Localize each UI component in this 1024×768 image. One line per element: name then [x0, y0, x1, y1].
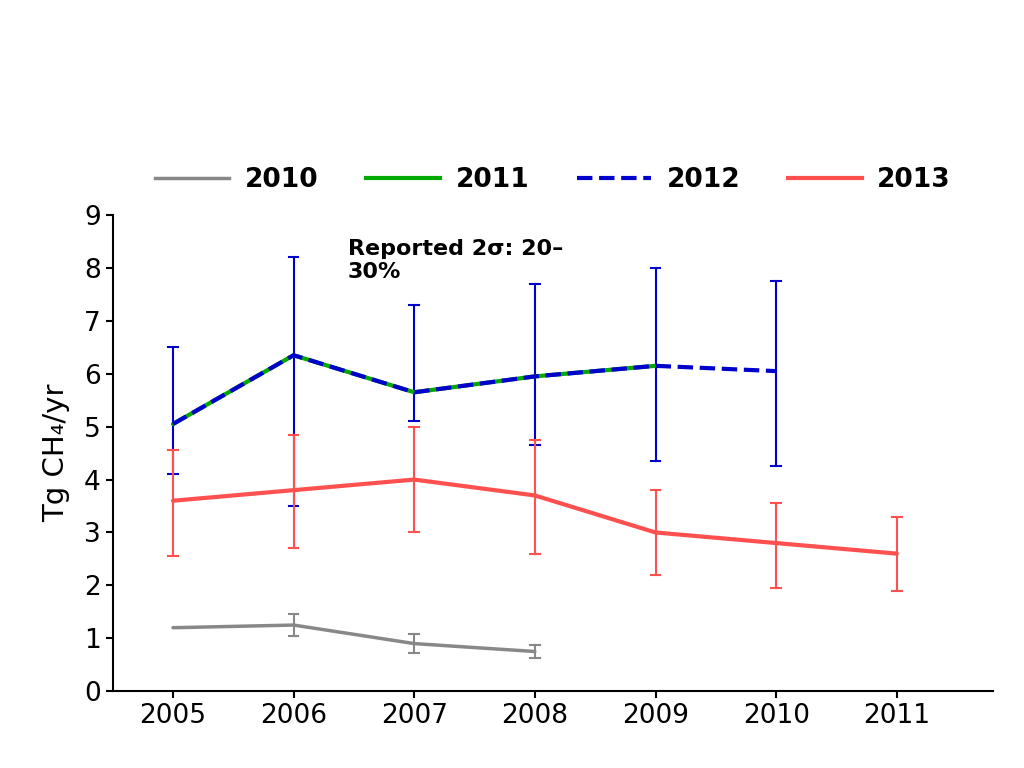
Y-axis label: Tg CH₄/yr: Tg CH₄/yr [42, 384, 71, 522]
Text: from NG production operations: from NG production operations [49, 100, 975, 152]
Text: Reported 2σ: 20–
30%: Reported 2σ: 20– 30% [348, 239, 563, 282]
Text: US EPA CH$_4$ emissions estimates: US EPA CH$_4$ emissions estimates [29, 18, 995, 72]
Legend: 2010, 2011, 2012, 2013: 2010, 2011, 2012, 2013 [144, 157, 962, 204]
